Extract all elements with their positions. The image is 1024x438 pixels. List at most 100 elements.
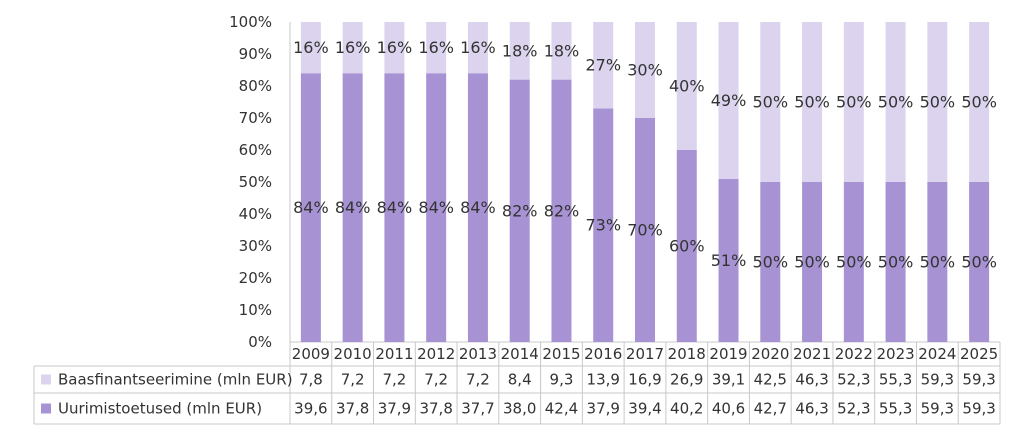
table-cell-baasfinantseerimine: 52,3 <box>837 371 870 389</box>
data-label-uurimistoetused: 84% <box>293 198 329 217</box>
data-label-uurimistoetused: 82% <box>502 201 538 220</box>
data-label-baasfinantseerimine: 18% <box>544 41 580 60</box>
data-label-uurimistoetused: 70% <box>627 221 663 240</box>
data-label-uurimistoetused: 84% <box>377 198 413 217</box>
table-cell-baasfinantseerimine: 55,3 <box>879 371 912 389</box>
x-category-label: 2009 <box>292 345 330 363</box>
data-label-uurimistoetused: 51% <box>711 251 747 270</box>
table-cell-uurimistoetused: 37,9 <box>378 400 411 418</box>
table-cell-uurimistoetused: 42,4 <box>545 400 578 418</box>
table-cell-baasfinantseerimine: 46,3 <box>795 371 828 389</box>
data-label-uurimistoetused: 50% <box>753 253 789 272</box>
data-label-baasfinantseerimine: 50% <box>920 93 956 112</box>
table-cell-baasfinantseerimine: 13,9 <box>587 371 620 389</box>
y-tick-label: 60% <box>239 141 272 159</box>
bar-uurimistoetused-2015 <box>551 79 572 342</box>
bar-uurimistoetused-2009 <box>300 73 321 342</box>
data-label-baasfinantseerimine: 50% <box>836 93 872 112</box>
table-cell-baasfinantseerimine: 7,2 <box>466 371 490 389</box>
bar-baasfinantseerimine-2020 <box>760 22 781 182</box>
table-cell-baasfinantseerimine: 7,2 <box>341 371 365 389</box>
data-label-baasfinantseerimine: 27% <box>585 56 621 75</box>
table-cell-uurimistoetused: 46,3 <box>795 400 828 418</box>
data-label-baasfinantseerimine: 49% <box>711 91 747 110</box>
legend-series-name: Baasfinantseerimine (mln EUR) <box>58 371 293 389</box>
table-cell-baasfinantseerimine: 59,3 <box>921 371 954 389</box>
bar-uurimistoetused-2016 <box>593 108 614 343</box>
table-cell-baasfinantseerimine: 26,9 <box>670 371 703 389</box>
x-category-label: 2022 <box>835 345 873 363</box>
bar-baasfinantseerimine-2015 <box>551 22 572 80</box>
y-tick-label: 90% <box>239 45 272 63</box>
bar-uurimistoetused-2013 <box>467 73 488 342</box>
bar-baasfinantseerimine-2012 <box>426 22 447 74</box>
y-tick-label: 50% <box>239 173 272 191</box>
data-label-uurimistoetused: 73% <box>585 216 621 235</box>
data-label-uurimistoetused: 82% <box>544 201 580 220</box>
y-tick-label: 70% <box>239 109 272 127</box>
data-label-baasfinantseerimine: 16% <box>377 38 413 57</box>
table-cell-uurimistoetused: 52,3 <box>837 400 870 418</box>
table-cell-baasfinantseerimine: 8,4 <box>508 371 532 389</box>
table-cell-uurimistoetused: 39,4 <box>628 400 661 418</box>
y-tick-label: 20% <box>239 269 272 287</box>
y-tick-label: 100% <box>229 13 272 31</box>
data-label-uurimistoetused: 60% <box>669 237 705 256</box>
x-category-label: 2019 <box>709 345 747 363</box>
x-category-label: 2015 <box>542 345 580 363</box>
bar-baasfinantseerimine-2009 <box>300 22 321 74</box>
x-category-label: 2018 <box>668 345 706 363</box>
data-label-uurimistoetused: 84% <box>460 198 496 217</box>
table-cell-uurimistoetused: 37,8 <box>419 400 452 418</box>
table-cell-uurimistoetused: 59,3 <box>921 400 954 418</box>
y-tick-label: 30% <box>239 237 272 255</box>
table-cell-baasfinantseerimine: 16,9 <box>628 371 661 389</box>
x-category-label: 2011 <box>375 345 413 363</box>
table-cell-uurimistoetused: 40,6 <box>712 400 745 418</box>
legend-swatch <box>41 403 51 414</box>
bar-baasfinantseerimine-2019 <box>718 22 739 179</box>
bar-uurimistoetused-2023 <box>885 182 906 342</box>
bar-uurimistoetused-2025 <box>969 182 990 342</box>
data-label-baasfinantseerimine: 50% <box>753 93 789 112</box>
data-label-uurimistoetused: 50% <box>836 253 872 272</box>
table-cell-uurimistoetused: 59,3 <box>962 400 995 418</box>
x-category-label: 2020 <box>751 345 789 363</box>
table-cell-baasfinantseerimine: 7,2 <box>424 371 448 389</box>
bar-uurimistoetused-2012 <box>426 73 447 342</box>
data-label-uurimistoetused: 50% <box>920 253 956 272</box>
data-label-uurimistoetused: 84% <box>418 198 454 217</box>
y-tick-label: 10% <box>239 301 272 319</box>
table-cell-uurimistoetused: 37,9 <box>587 400 620 418</box>
data-label-baasfinantseerimine: 16% <box>335 38 371 57</box>
x-category-label: 2025 <box>960 345 998 363</box>
x-category-label: 2023 <box>876 345 914 363</box>
bar-baasfinantseerimine-2021 <box>802 22 823 182</box>
table-cell-uurimistoetused: 37,7 <box>461 400 494 418</box>
bar-uurimistoetused-2024 <box>927 182 948 342</box>
data-label-uurimistoetused: 50% <box>878 253 914 272</box>
table-cell-uurimistoetused: 55,3 <box>879 400 912 418</box>
bar-baasfinantseerimine-2017 <box>635 22 655 118</box>
table-cell-baasfinantseerimine: 7,8 <box>299 371 323 389</box>
x-category-label: 2017 <box>626 345 664 363</box>
data-label-baasfinantseerimine: 16% <box>418 38 454 57</box>
bar-baasfinantseerimine-2025 <box>969 22 990 182</box>
table-cell-uurimistoetused: 40,2 <box>670 400 703 418</box>
bar-uurimistoetused-2014 <box>509 79 530 342</box>
bar-uurimistoetused-2019 <box>718 178 739 342</box>
table-cell-uurimistoetused: 37,8 <box>336 400 369 418</box>
bar-uurimistoetused-2017 <box>635 118 655 342</box>
bar-baasfinantseerimine-2011 <box>384 22 405 74</box>
bar-baasfinantseerimine-2010 <box>342 22 363 74</box>
legend-series-name: Uurimistoetused (mln EUR) <box>58 400 262 418</box>
data-label-baasfinantseerimine: 16% <box>460 38 496 57</box>
x-category-label: 2012 <box>417 345 455 363</box>
bar-uurimistoetused-2010 <box>342 73 363 342</box>
bar-uurimistoetused-2011 <box>384 73 405 342</box>
x-category-label: 2016 <box>584 345 622 363</box>
bar-baasfinantseerimine-2022 <box>843 22 864 182</box>
bar-baasfinantseerimine-2013 <box>467 22 488 74</box>
bar-uurimistoetused-2022 <box>843 182 864 342</box>
